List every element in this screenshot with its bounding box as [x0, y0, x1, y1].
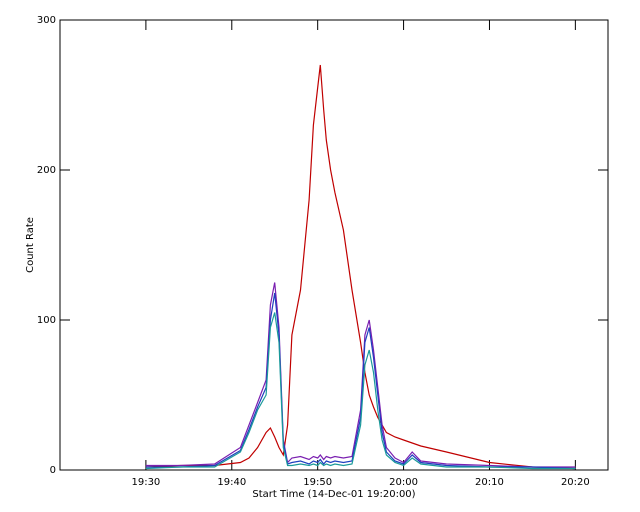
x-tick-label: 19:30 — [131, 477, 160, 488]
y-tick-label: 100 — [37, 315, 56, 326]
plot-frame — [59, 19, 609, 471]
x-tick-label: 20:10 — [475, 477, 504, 488]
y-axis-label: Count Rate — [25, 217, 36, 273]
y-tick-label: 200 — [37, 165, 56, 176]
x-tick-label: 19:40 — [217, 477, 246, 488]
x-tick-label: 20:00 — [389, 477, 418, 488]
series-line — [145, 282, 576, 468]
series-line — [145, 312, 576, 470]
y-tick-label: 300 — [37, 15, 56, 26]
x-axis-label: Start Time (14-Dec-01 19:20:00) — [252, 489, 415, 500]
x-tick-label: 20:20 — [561, 477, 590, 488]
x-tick-label: 19:50 — [303, 477, 332, 488]
y-tick-label: 0 — [50, 465, 56, 476]
series-line — [145, 64, 576, 470]
